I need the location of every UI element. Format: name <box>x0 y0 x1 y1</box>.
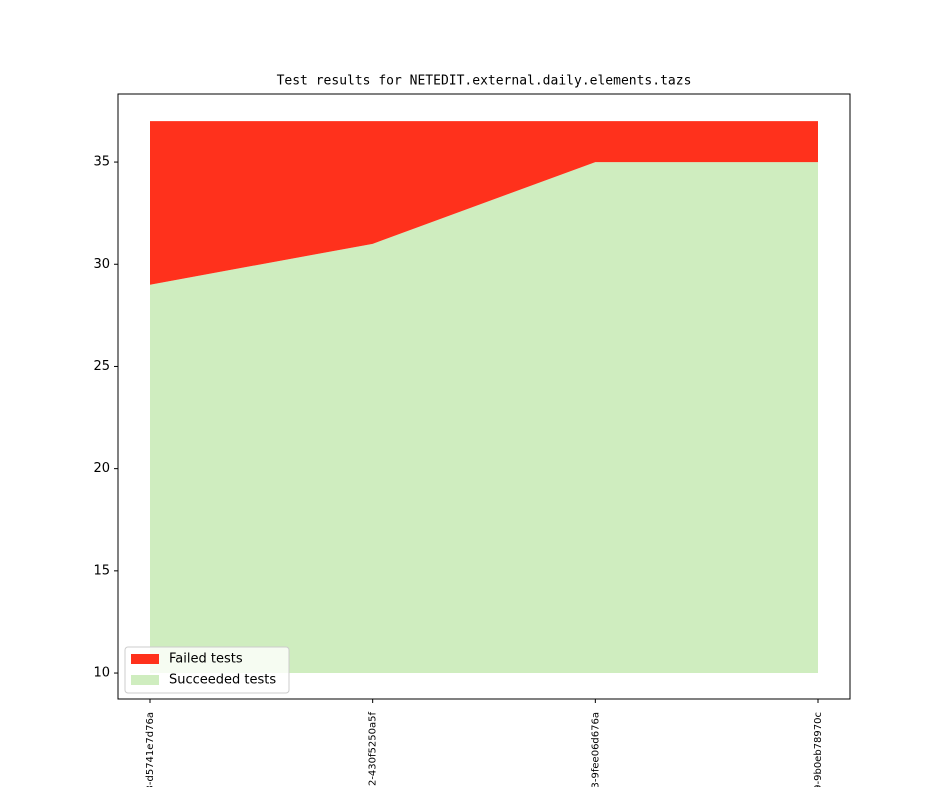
x-tick-label: 9-9b0eb78970c <box>813 712 824 787</box>
legend-swatch <box>131 675 159 685</box>
legend-swatch <box>131 654 159 664</box>
y-tick-label: 30 <box>93 257 110 272</box>
y-tick-label: 15 <box>93 563 110 578</box>
y-tick-label: 35 <box>93 155 110 170</box>
area <box>150 162 818 674</box>
plot-frame <box>117 93 851 700</box>
legend: Failed tests Succeeded tests <box>124 646 290 694</box>
area <box>150 121 818 285</box>
x-tick-label: 2-430f5250a5f <box>368 712 379 787</box>
y-tick-label: 10 <box>93 666 110 681</box>
legend-box <box>124 646 290 694</box>
chart-title: Test results for NETEDIT.external.daily.… <box>277 74 692 89</box>
y-tick-label: 25 <box>93 359 110 374</box>
legend-label: Succeeded tests <box>169 673 276 688</box>
legend-label: Failed tests <box>169 652 243 667</box>
x-tick-label: 3-d5741e7d76a <box>145 712 156 787</box>
x-tick-label: 3-9fee06d676a <box>590 712 601 787</box>
y-tick-label: 20 <box>93 461 110 476</box>
